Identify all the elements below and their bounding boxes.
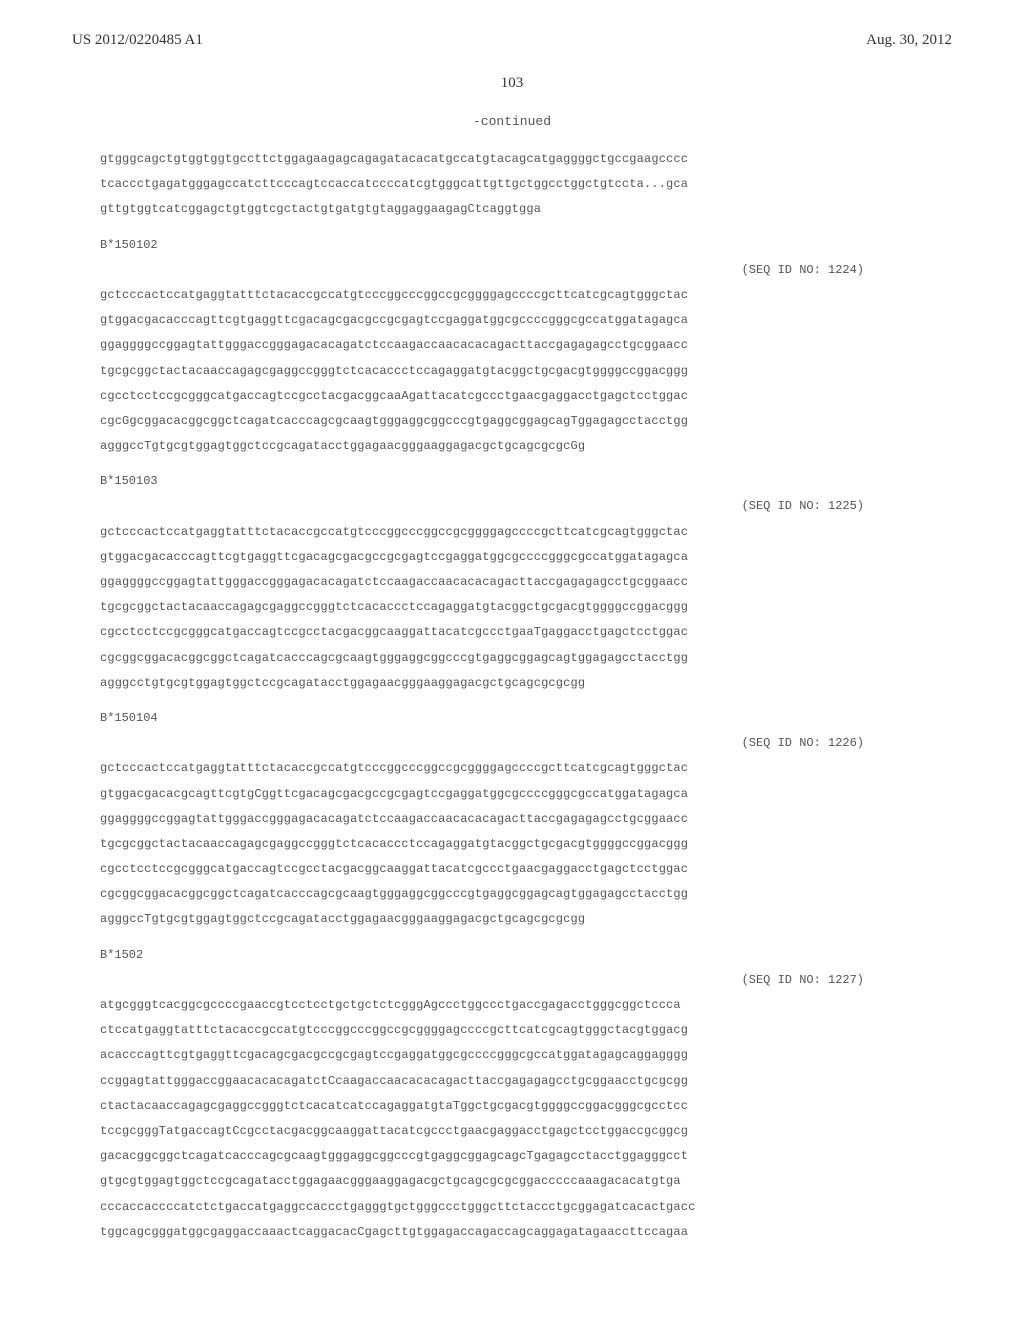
- sequence-line: tccgcgggTatgaccagtCcgcctacgacggcaaggatta…: [100, 1119, 924, 1144]
- sequence-line: atgcgggtcacggcgccccgaaccgtcctcctgctgctct…: [100, 993, 924, 1018]
- sequence-line: cgcctcctccgcgggcatgaccagtccgcctacgacggca…: [100, 620, 924, 645]
- sequence-content: gtgggcagctgtggtggtgccttctggagaagagcagaga…: [0, 147, 1024, 1295]
- sequence-line: cgcctcctccgcgggcatgaccagtccgcctacgacggca…: [100, 857, 924, 882]
- sequence-line: tggcagcgggatggcgaggaccaaactcaggacacCgagc…: [100, 1220, 924, 1245]
- sequence-line: gtgcgtggagtggctccgcagatacctggagaacgggaag…: [100, 1169, 924, 1194]
- sequence-line: cgcggcggacacggcggctcagatcacccagcgcaagtgg…: [100, 882, 924, 907]
- sequence-line: ctccatgaggtatttctacaccgccatgtcccggcccggc…: [100, 1018, 924, 1043]
- seq-id: (SEQ ID NO: 1225): [742, 494, 924, 519]
- sequence-block: B*150102(SEQ ID NO: 1224)gctcccactccatga…: [100, 233, 924, 460]
- sequence-line: cccaccaccccatctctgaccatgaggccaccctgagggt…: [100, 1195, 924, 1220]
- sequence-line: gtgggcagctgtggtggtgccttctggagaagagcagaga…: [100, 147, 924, 172]
- sequence-line: agggcctgtgcgtggagtggctccgcagatacctggagaa…: [100, 671, 924, 696]
- sequence-line: gttgtggtcatcggagctgtggtcgctactgtgatgtgta…: [100, 197, 924, 222]
- seq-id-row: (SEQ ID NO: 1224): [100, 258, 924, 283]
- sequence-line: gtggacgacacgcagttcgtgCggttcgacagcgacgccg…: [100, 782, 924, 807]
- sequence-line: ccggagtattgggaccggaacacacagatctCcaagacca…: [100, 1069, 924, 1094]
- sequence-line: gtggacgacacccagttcgtgaggttcgacagcgacgccg…: [100, 545, 924, 570]
- seq-id: (SEQ ID NO: 1224): [742, 258, 924, 283]
- seq-id: (SEQ ID NO: 1227): [742, 968, 924, 993]
- seq-id-row: (SEQ ID NO: 1226): [100, 731, 924, 756]
- sequence-line: tgcgcggctactacaaccagagcgaggccgggtctcacac…: [100, 832, 924, 857]
- sequence-block: B*150104(SEQ ID NO: 1226)gctcccactccatga…: [100, 706, 924, 933]
- sequence-line: agggccTgtgcgtggagtggctccgcagatacctggagaa…: [100, 434, 924, 459]
- sequence-line: tcaccctgagatgggagccatcttcccagtccaccatccc…: [100, 172, 924, 197]
- sequence-line: ggaggggccggagtattgggaccgggagacacagatctcc…: [100, 807, 924, 832]
- sequence-line: agggccTgtgcgtggagtggctccgcagatacctggagaa…: [100, 907, 924, 932]
- sequence-line: gctcccactccatgaggtatttctacaccgccatgtcccg…: [100, 520, 924, 545]
- sequence-line: cgcggcggacacggcggctcagatcacccagcgcaagtgg…: [100, 646, 924, 671]
- sequence-line: tgcgcggctactacaaccagagcgaggccgggtctcacac…: [100, 595, 924, 620]
- sequence-line: cgcGgcggacacggcggctcagatcacccagcgcaagtgg…: [100, 409, 924, 434]
- seq-id-row: (SEQ ID NO: 1227): [100, 968, 924, 993]
- sequence-line: tgcgcggctactacaaccagagcgaggccgggtctcacac…: [100, 359, 924, 384]
- sequence-block: gtgggcagctgtggtggtgccttctggagaagagcagaga…: [100, 147, 924, 223]
- sequence-line: gtggacgacacccagttcgtgaggttcgacagcgacgccg…: [100, 308, 924, 333]
- sequence-line: ctactacaaccagagcgaggccgggtctcacatcatccag…: [100, 1094, 924, 1119]
- publication-number: US 2012/0220485 A1: [72, 32, 203, 49]
- sequence-line: ggaggggccggagtattgggaccgggagacacagatctcc…: [100, 570, 924, 595]
- seq-id-row: (SEQ ID NO: 1225): [100, 494, 924, 519]
- publication-date: Aug. 30, 2012: [866, 32, 952, 49]
- continued-label: -continued: [0, 114, 1024, 129]
- sequence-label: B*150103: [100, 469, 924, 494]
- sequence-label: B*150102: [100, 233, 924, 258]
- sequence-line: gacacggcggctcagatcacccagcgcaagtgggaggcgg…: [100, 1144, 924, 1169]
- sequence-line: gctcccactccatgaggtatttctacaccgccatgtcccg…: [100, 283, 924, 308]
- sequence-label: B*1502: [100, 943, 924, 968]
- sequence-block: B*1502(SEQ ID NO: 1227)atgcgggtcacggcgcc…: [100, 943, 924, 1245]
- seq-id: (SEQ ID NO: 1226): [742, 731, 924, 756]
- sequence-line: ggaggggccggagtattgggaccgggagacacagatctcc…: [100, 333, 924, 358]
- sequence-label: B*150104: [100, 706, 924, 731]
- sequence-line: cgcctcctccgcgggcatgaccagtccgcctacgacggca…: [100, 384, 924, 409]
- sequence-block: B*150103(SEQ ID NO: 1225)gctcccactccatga…: [100, 469, 924, 696]
- sequence-line: gctcccactccatgaggtatttctacaccgccatgtcccg…: [100, 756, 924, 781]
- page-number: 103: [0, 75, 1024, 92]
- sequence-line: acacccagttcgtgaggttcgacagcgacgccgcgagtcc…: [100, 1043, 924, 1068]
